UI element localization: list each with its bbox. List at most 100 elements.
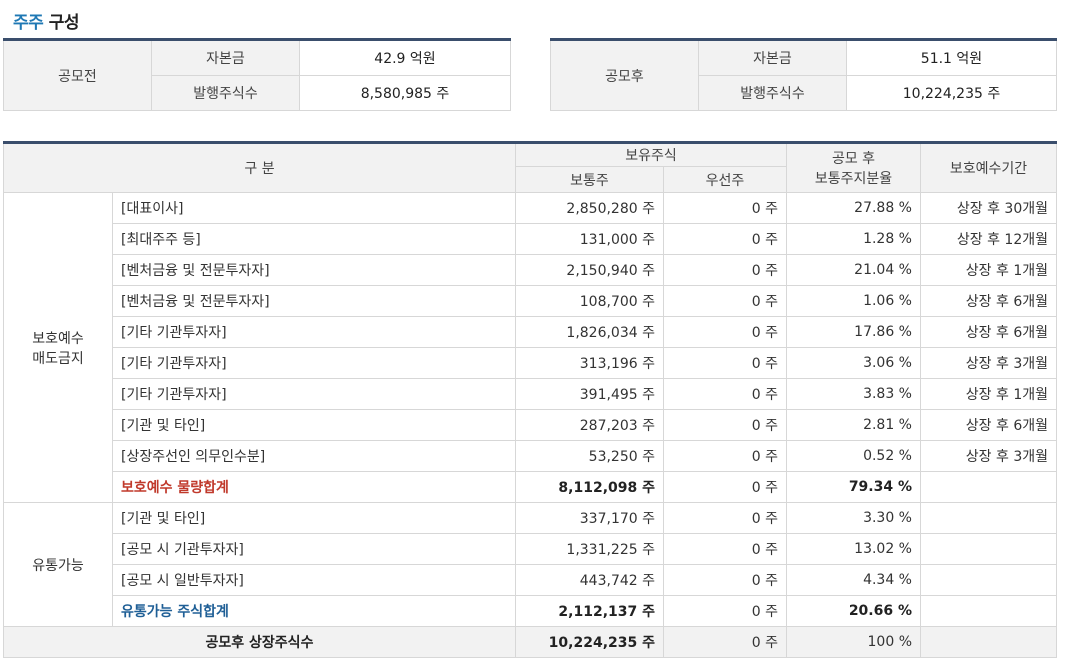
before-capital-label: 자본금 — [151, 39, 300, 76]
after-offering-label: 공모후 — [550, 39, 699, 111]
preferred-shares: 0 주 — [663, 440, 787, 472]
preferred-shares: 0 주 — [663, 192, 787, 224]
common-shares: 2,850,280 주 — [515, 192, 664, 224]
header-holdings: 보유주식 — [515, 142, 787, 167]
shareholder-name: [벤처금융 및 전문투자자] — [112, 285, 516, 317]
preferred-shares: 0 주 — [663, 316, 787, 348]
group-label-line1: 보호예수 — [32, 330, 84, 347]
before-offering-label: 공모전 — [3, 39, 152, 111]
header-preferred: 우선주 — [663, 166, 787, 193]
common-shares: 131,000 주 — [515, 223, 664, 255]
total-label: 공모후 상장주식수 — [3, 626, 516, 658]
lockup-period: 상장 후 6개월 — [920, 285, 1057, 317]
before-shares-value: 8,580,985 주 — [299, 75, 511, 111]
total-preferred-shares: 0 주 — [663, 626, 787, 658]
common-shares: 391,495 주 — [515, 378, 664, 410]
common-shares: 287,203 주 — [515, 409, 664, 441]
section-title-rest: 구성 — [48, 13, 80, 33]
total-lockup-period — [920, 626, 1057, 658]
ownership-ratio: 21.04 % — [786, 254, 921, 286]
ownership-ratio: 27.88 % — [786, 192, 921, 224]
shareholder-name: [최대주주 등] — [112, 223, 516, 255]
header-lockup: 보호예수기간 — [920, 142, 1057, 193]
shareholder-name: [기타 기관투자자] — [112, 316, 516, 348]
after-capital-label: 자본금 — [698, 39, 847, 76]
common-shares: 313,196 주 — [515, 347, 664, 379]
section-title-accent: 주주 — [13, 13, 44, 33]
preferred-shares: 0 주 — [663, 533, 787, 565]
before-offering-table: 공모전 자본금 42.9 억원 발행주식수 8,580,985 주 — [3, 38, 511, 111]
shareholder-table: 구 분 보유주식 공모 후 보통주지분율 보호예수기간 보통주 우선주 보호예수… — [3, 141, 1057, 658]
header-ratio-line1: 공모 후 — [831, 151, 876, 167]
header-category: 구 분 — [3, 142, 516, 193]
preferred-shares: 0 주 — [663, 378, 787, 410]
shareholder-name: [공모 시 일반투자자] — [112, 564, 516, 596]
ownership-ratio: 3.83 % — [786, 378, 921, 410]
preferred-shares: 0 주 — [663, 502, 787, 534]
lockup-period — [920, 595, 1057, 627]
after-shares-value: 10,224,235 주 — [846, 75, 1057, 111]
shareholder-name: [기관 및 타인] — [112, 502, 516, 534]
ownership-ratio: 20.66 % — [786, 595, 921, 627]
header-common: 보통주 — [515, 166, 664, 193]
common-shares: 8,112,098 주 — [515, 471, 664, 503]
ownership-ratio: 79.34 % — [786, 471, 921, 503]
lockup-period: 상장 후 3개월 — [920, 347, 1057, 379]
after-capital-value: 51.1 억원 — [846, 39, 1057, 76]
common-shares: 2,112,137 주 — [515, 595, 664, 627]
lockup-period — [920, 533, 1057, 565]
lockup-period — [920, 471, 1057, 503]
common-shares: 2,150,940 주 — [515, 254, 664, 286]
lockup-period: 상장 후 1개월 — [920, 254, 1057, 286]
group-label-line2: 매도금지 — [32, 350, 84, 367]
common-shares: 108,700 주 — [515, 285, 664, 317]
header-ratio: 공모 후 보통주지분율 — [786, 142, 921, 193]
ownership-ratio: 3.06 % — [786, 347, 921, 379]
section-title: 주주 구성 — [13, 8, 79, 33]
preferred-shares: 0 주 — [663, 595, 787, 627]
lockup-period: 상장 후 3개월 — [920, 440, 1057, 472]
header-ratio-line2: 보통주지분율 — [814, 171, 893, 187]
shareholder-name: [대표이사] — [112, 192, 516, 224]
total-common-shares: 10,224,235 주 — [515, 626, 664, 658]
before-capital-value: 42.9 억원 — [299, 39, 511, 76]
group-label-tradable: 유통가능 — [3, 502, 113, 627]
shareholder-name: [상장주선인 의무인수분] — [112, 440, 516, 472]
shareholder-name: 보호예수 물량합계 — [112, 471, 516, 503]
lockup-period: 상장 후 30개월 — [920, 192, 1057, 224]
preferred-shares: 0 주 — [663, 223, 787, 255]
shareholder-name: [벤처금융 및 전문투자자] — [112, 254, 516, 286]
before-shares-label: 발행주식수 — [151, 75, 300, 111]
after-offering-table: 공모후 자본금 51.1 억원 발행주식수 10,224,235 주 — [550, 38, 1057, 111]
common-shares: 443,742 주 — [515, 564, 664, 596]
ownership-ratio: 0.52 % — [786, 440, 921, 472]
lockup-period: 상장 후 6개월 — [920, 409, 1057, 441]
lockup-period — [920, 564, 1057, 596]
preferred-shares: 0 주 — [663, 564, 787, 596]
ownership-ratio: 17.86 % — [786, 316, 921, 348]
preferred-shares: 0 주 — [663, 254, 787, 286]
shareholder-name: 유통가능 주식합계 — [112, 595, 516, 627]
lockup-period: 상장 후 1개월 — [920, 378, 1057, 410]
total-ratio: 100 % — [786, 626, 921, 658]
common-shares: 1,826,034 주 — [515, 316, 664, 348]
lockup-period — [920, 502, 1057, 534]
shareholder-name: [공모 시 기관투자자] — [112, 533, 516, 565]
ownership-ratio: 1.06 % — [786, 285, 921, 317]
ownership-ratio: 2.81 % — [786, 409, 921, 441]
ownership-ratio: 13.02 % — [786, 533, 921, 565]
after-shares-label: 발행주식수 — [698, 75, 847, 111]
